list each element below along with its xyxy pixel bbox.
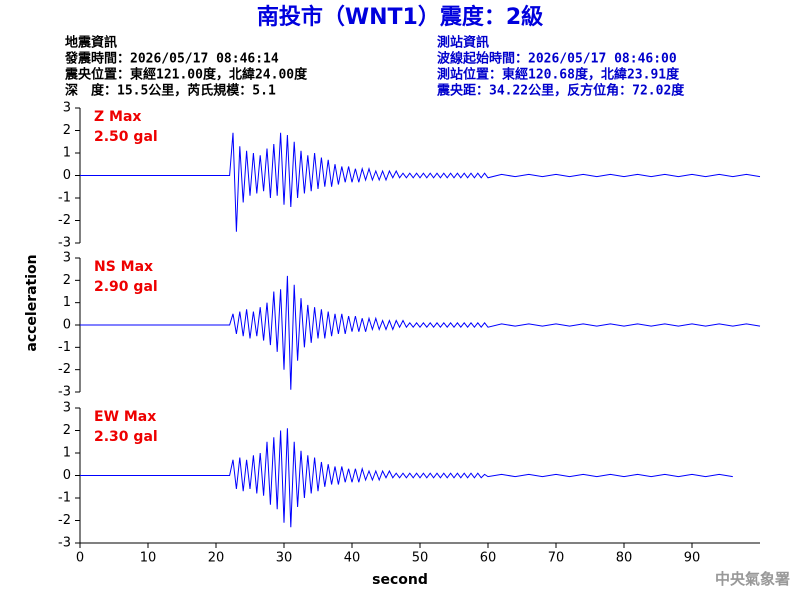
footer: 中央氣象署	[715, 570, 790, 588]
y-tick-label: 3	[63, 101, 71, 116]
y-tick-label: -2	[58, 513, 71, 528]
y-tick-label: -3	[58, 236, 71, 251]
info-line: 發震時間：2026/05/17 08:46:14	[64, 51, 279, 67]
y-tick-label: 3	[63, 401, 71, 416]
x-tick-label: 60	[480, 551, 497, 566]
info-line: 測站位置：東經120.68度，北緯23.91度	[437, 67, 680, 83]
waveform	[80, 132, 761, 232]
x-tick-label: 10	[140, 551, 157, 566]
x-tick-label: 0	[76, 551, 84, 566]
info-line: 深 度：15.5公里，芮氏規模：5.1	[65, 83, 276, 99]
x-tick-label: 40	[344, 551, 361, 566]
info-line: 震央距：34.22公里，反方位角：72.02度	[436, 83, 685, 99]
y-tick-label: 2	[63, 123, 71, 138]
y-tick-label: -1	[58, 340, 71, 355]
y-tick-label: 1	[63, 446, 71, 461]
y-tick-label: 1	[63, 146, 71, 161]
x-tick-label: 90	[684, 551, 701, 566]
x-tick-label: 80	[616, 551, 633, 566]
y-tick-label: 2	[63, 423, 71, 438]
info-line: 震央位置：東經121.00度，北緯24.00度	[64, 67, 308, 83]
x-tick-label: 70	[548, 551, 565, 566]
annotation: EW Max	[94, 409, 156, 425]
y-tick-label: 1	[63, 295, 71, 310]
x-axis-label: second	[372, 572, 428, 588]
annotation: 2.90 gal	[94, 279, 158, 295]
y-tick-label: -1	[58, 491, 71, 506]
info-line: 波線起始時間：2026/05/17 08:46:00	[437, 51, 677, 67]
annotation: 2.50 gal	[94, 129, 158, 145]
y-tick-label: -2	[58, 362, 71, 377]
y-tick-label: 2	[63, 273, 71, 288]
y-tick-label: -1	[58, 191, 71, 206]
y-tick-label: -3	[58, 536, 71, 551]
y-tick-label: -2	[58, 213, 71, 228]
annotation: 2.30 gal	[94, 429, 158, 445]
y-tick-label: 0	[63, 468, 71, 483]
y-tick-label: 3	[63, 251, 71, 266]
annotation: NS Max	[94, 259, 153, 275]
waveform	[80, 428, 733, 528]
y-tick-label: 0	[63, 318, 71, 333]
y-tick-label: -3	[58, 385, 71, 400]
x-tick-label: 20	[208, 551, 225, 566]
annotation: Z Max	[94, 109, 141, 125]
title: 南投市（WNT1）震度：2級	[257, 4, 543, 30]
x-tick-label: 50	[412, 551, 429, 566]
x-tick-label: 30	[276, 551, 293, 566]
info-line: 測站資訊	[437, 35, 489, 51]
waveform	[80, 275, 761, 390]
info-line: 地震資訊	[65, 35, 117, 51]
y-axis-label: acceleration	[24, 254, 40, 351]
y-tick-label: 0	[63, 168, 71, 183]
